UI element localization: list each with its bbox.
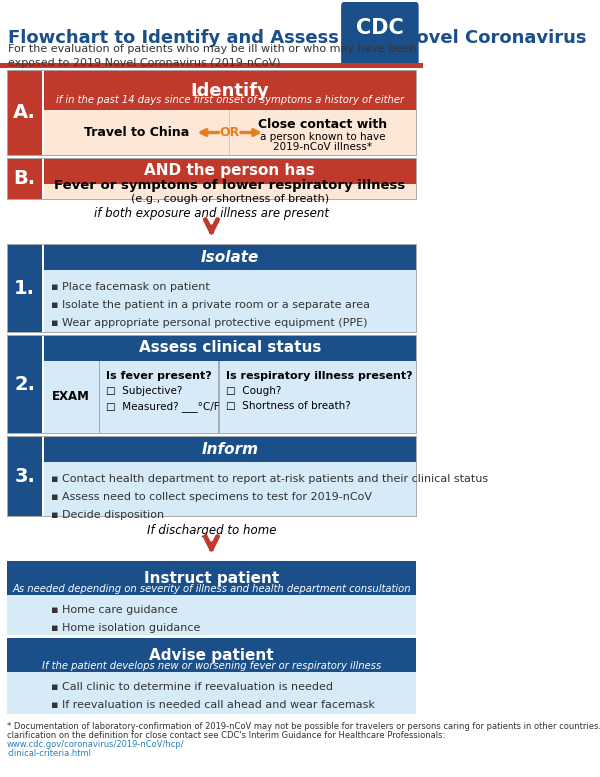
Text: Is respiratory illness present?: Is respiratory illness present? bbox=[226, 371, 412, 381]
Text: clinical-criteria.html: clinical-criteria.html bbox=[7, 749, 91, 758]
Bar bbox=[44, 462, 416, 516]
Bar bbox=[7, 335, 416, 433]
Text: if both exposure and illness are present: if both exposure and illness are present bbox=[94, 207, 329, 220]
Text: ▪ Wear appropriate personal protective equipment (PPE): ▪ Wear appropriate personal protective e… bbox=[51, 318, 367, 328]
Bar bbox=[7, 638, 416, 714]
Text: if in the past 14 days since first onset of symptoms a history of either: if in the past 14 days since first onset… bbox=[56, 95, 404, 105]
Bar bbox=[7, 158, 42, 199]
Text: Close contact with: Close contact with bbox=[258, 118, 388, 131]
FancyBboxPatch shape bbox=[341, 2, 419, 65]
Text: * Documentation of laboratory-confirmation of 2019-nCoV may not be possible for : * Documentation of laboratory-confirmati… bbox=[7, 722, 600, 731]
Text: Is fever present?: Is fever present? bbox=[106, 371, 211, 381]
Bar bbox=[7, 595, 416, 635]
Text: If the patient develops new or worsening fever or respiratory illness: If the patient develops new or worsening… bbox=[42, 661, 381, 671]
Text: ▪ Call clinic to determine if reevaluation is needed: ▪ Call clinic to determine if reevaluati… bbox=[51, 682, 333, 692]
Text: ▪ Isolate the patient in a private room or a separate area: ▪ Isolate the patient in a private room … bbox=[51, 300, 370, 310]
Bar bbox=[7, 561, 416, 635]
Text: A.: A. bbox=[13, 103, 36, 122]
Bar bbox=[229, 110, 230, 155]
Text: □  Subjective?: □ Subjective? bbox=[106, 386, 182, 396]
Text: Inform: Inform bbox=[201, 441, 258, 457]
Text: OR: OR bbox=[220, 126, 240, 139]
Text: www.cdc.gov/coronavirus/2019-nCoV/hcp/: www.cdc.gov/coronavirus/2019-nCoV/hcp/ bbox=[7, 740, 185, 749]
Bar bbox=[44, 244, 416, 270]
Bar bbox=[44, 361, 416, 433]
Text: a person known to have: a person known to have bbox=[260, 131, 386, 141]
Bar bbox=[44, 436, 416, 462]
Text: ▪ Decide disposition: ▪ Decide disposition bbox=[51, 510, 164, 520]
Bar bbox=[44, 158, 416, 184]
Text: Assess clinical status: Assess clinical status bbox=[139, 340, 321, 356]
Text: Fever or symptoms of lower respiratory illness: Fever or symptoms of lower respiratory i… bbox=[54, 179, 406, 192]
Text: EXAM: EXAM bbox=[52, 391, 89, 403]
Bar bbox=[7, 70, 42, 155]
Text: ▪ Assess need to collect specimens to test for 2019-nCoV: ▪ Assess need to collect specimens to te… bbox=[51, 492, 372, 502]
Text: 2019-nCoV illness*: 2019-nCoV illness* bbox=[273, 142, 372, 152]
Text: If discharged to home: If discharged to home bbox=[146, 524, 276, 537]
Text: ▪ If reevaluation is needed call ahead and wear facemask: ▪ If reevaluation is needed call ahead a… bbox=[51, 700, 374, 710]
Bar bbox=[44, 110, 416, 155]
Bar bbox=[0, 63, 423, 68]
Text: □  Cough?: □ Cough? bbox=[226, 386, 281, 396]
Text: □  Shortness of breath?: □ Shortness of breath? bbox=[226, 401, 350, 411]
Text: ▪ Contact health department to report at-risk patients and their clinical status: ▪ Contact health department to report at… bbox=[51, 474, 488, 484]
Text: Isolate: Isolate bbox=[200, 249, 259, 264]
Bar bbox=[7, 335, 42, 433]
Bar bbox=[7, 244, 416, 332]
Text: ▪ Place facemask on patient: ▪ Place facemask on patient bbox=[51, 282, 209, 292]
Text: □  Measured? ___°C/F: □ Measured? ___°C/F bbox=[106, 401, 220, 412]
Text: B.: B. bbox=[14, 169, 36, 188]
Bar bbox=[44, 70, 416, 110]
Text: 3.: 3. bbox=[14, 466, 35, 486]
Bar bbox=[218, 361, 220, 433]
Text: AND the person has: AND the person has bbox=[145, 163, 315, 179]
Text: ▪ Home care guidance: ▪ Home care guidance bbox=[51, 605, 178, 615]
Text: Travel to China: Travel to China bbox=[84, 126, 190, 139]
Bar bbox=[7, 436, 42, 516]
Bar bbox=[44, 335, 416, 361]
Bar bbox=[7, 672, 416, 714]
Text: Advise patient: Advise patient bbox=[149, 648, 274, 663]
Text: 2.: 2. bbox=[14, 375, 35, 393]
Bar bbox=[44, 184, 416, 199]
Bar bbox=[7, 436, 416, 516]
Text: Instruct patient: Instruct patient bbox=[144, 571, 279, 586]
Text: CDC: CDC bbox=[356, 19, 404, 39]
Text: For the evaluation of patients who may be ill with or who may have been
exposed : For the evaluation of patients who may b… bbox=[8, 44, 417, 68]
Text: (e.g., cough or shortness of breath): (e.g., cough or shortness of breath) bbox=[131, 193, 329, 204]
Text: 1.: 1. bbox=[14, 278, 35, 298]
Text: As needed depending on severity of illness and health department consultation: As needed depending on severity of illne… bbox=[12, 584, 411, 594]
Bar bbox=[7, 70, 416, 155]
Text: Identify: Identify bbox=[190, 82, 269, 100]
Bar bbox=[98, 361, 100, 433]
Text: clarification on the definition for close contact see CDC's Interim Guidance for: clarification on the definition for clos… bbox=[7, 731, 448, 740]
Bar bbox=[44, 270, 416, 332]
Bar bbox=[7, 158, 416, 199]
Bar bbox=[7, 244, 42, 332]
Text: ▪ Home isolation guidance: ▪ Home isolation guidance bbox=[51, 623, 200, 633]
Text: Flowchart to Identify and Assess 2019 Novel Coronavirus: Flowchart to Identify and Assess 2019 No… bbox=[8, 29, 587, 47]
